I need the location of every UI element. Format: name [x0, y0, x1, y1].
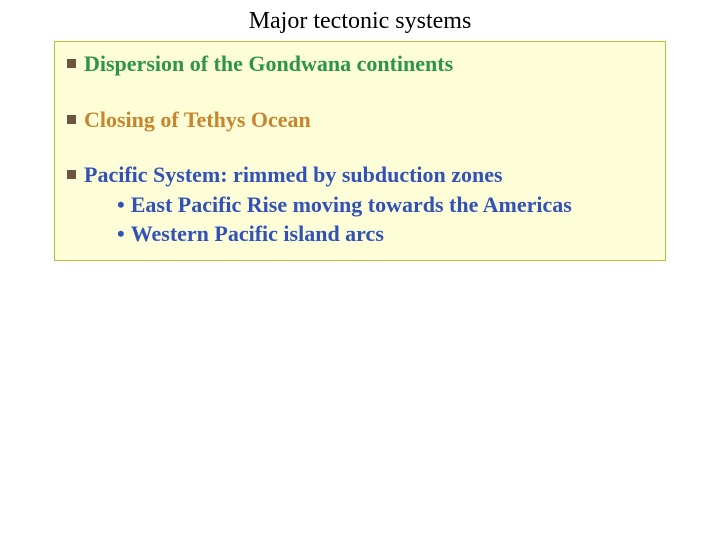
dot-bullet-icon: •: [117, 191, 125, 219]
spacer: [67, 80, 649, 106]
sub-list: • East Pacific Rise moving towards the A…: [117, 191, 649, 248]
square-bullet-icon: [67, 170, 76, 179]
spacer: [67, 135, 649, 161]
sub-list-item-text: East Pacific Rise moving towards the Ame…: [131, 191, 572, 219]
dot-bullet-icon: •: [117, 220, 125, 248]
slide-title: Major tectonic systems: [0, 8, 720, 35]
list-item: Dispersion of the Gondwana continents: [67, 50, 649, 78]
list-item-text: Closing of Tethys Ocean: [84, 106, 311, 134]
list-item: Closing of Tethys Ocean: [67, 106, 649, 134]
slide: Major tectonic systems Dispersion of the…: [0, 0, 720, 540]
sub-list-item: • East Pacific Rise moving towards the A…: [117, 191, 649, 219]
list-item: Pacific System: rimmed by subduction zon…: [67, 161, 649, 189]
sub-list-item-text: Western Pacific island arcs: [131, 220, 384, 248]
square-bullet-icon: [67, 115, 76, 124]
list-item-text: Dispersion of the Gondwana continents: [84, 50, 453, 78]
sub-list-item: • Western Pacific island arcs: [117, 220, 649, 248]
list-item-text: Pacific System: rimmed by subduction zon…: [84, 161, 503, 189]
content-box: Dispersion of the Gondwana continents Cl…: [54, 41, 666, 261]
square-bullet-icon: [67, 59, 76, 68]
